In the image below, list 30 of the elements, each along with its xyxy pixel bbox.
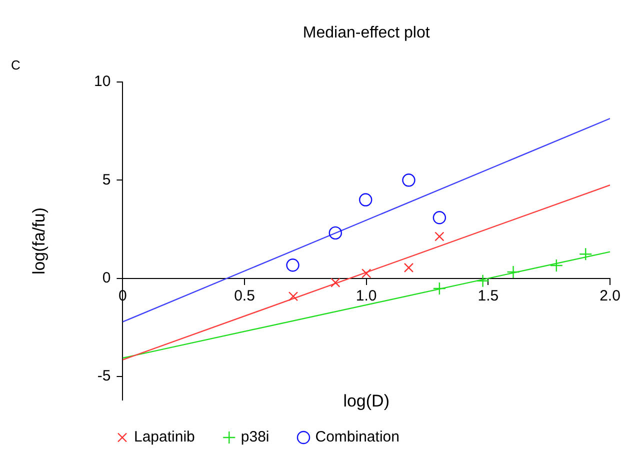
y-tick-label: 5 [102, 171, 111, 188]
legend-label: Lapatinib [134, 428, 195, 446]
point [432, 211, 446, 224]
point [402, 174, 416, 187]
point [286, 258, 300, 272]
text: C [11, 58, 20, 73]
point [362, 268, 372, 278]
point [328, 226, 342, 240]
x-tick-label: 0.5 [234, 287, 255, 304]
point [476, 274, 490, 288]
point [288, 292, 298, 302]
x-tick-label: 1.0 [356, 287, 377, 304]
y-axis-title: log(fa/fu) [30, 207, 49, 275]
x-tick-label: 2.0 [600, 287, 620, 304]
chart-title: Median-effect plot [302, 24, 430, 42]
x-axis-title: log(D) [343, 392, 390, 411]
point [432, 282, 446, 296]
point [434, 232, 444, 242]
point [359, 193, 372, 206]
point [506, 265, 520, 279]
point [550, 258, 563, 272]
legend-label: Combination [315, 428, 400, 446]
point [404, 262, 414, 273]
y-tick-label: 10 [94, 73, 111, 90]
point [579, 248, 592, 261]
x-tick-label: 1.5 [478, 287, 499, 304]
y-tick-label: -5 [97, 368, 111, 385]
point [330, 278, 340, 288]
y-tick-label: 0 [102, 269, 111, 286]
legend-label: p38i [240, 428, 270, 446]
